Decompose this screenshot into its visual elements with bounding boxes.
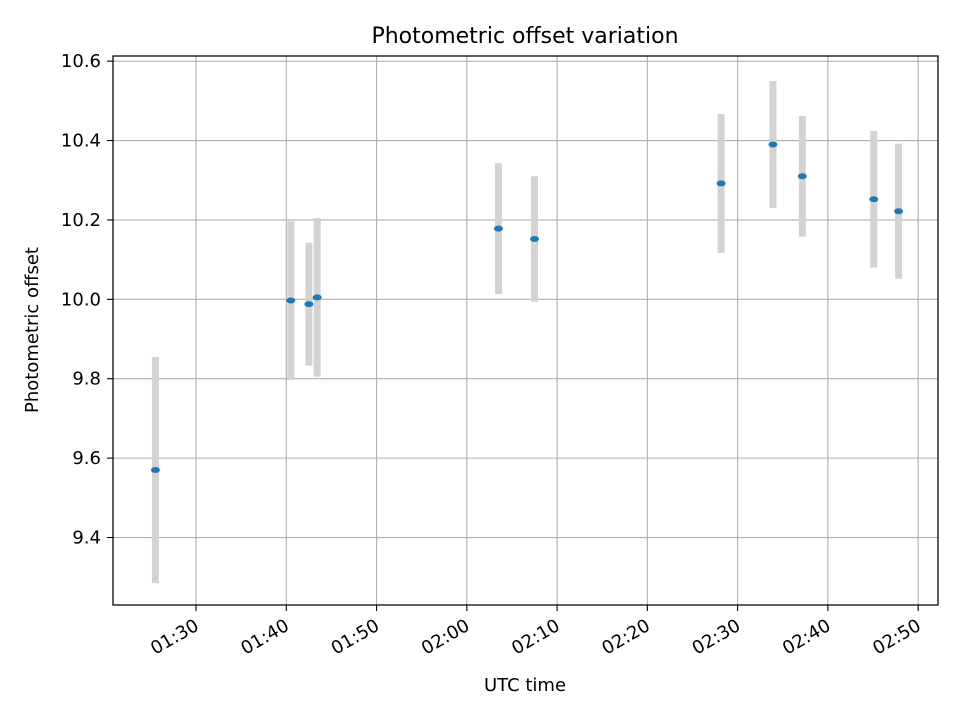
data-point — [894, 208, 904, 215]
y-tick-label: 9.8 — [72, 369, 101, 390]
x-axis-title: UTC time — [484, 675, 566, 696]
axis-ticks — [107, 60, 919, 611]
data-point — [286, 297, 296, 304]
y-tick-label: 10.2 — [61, 210, 101, 231]
y-tick-label: 10.4 — [61, 131, 101, 152]
data-point — [493, 225, 503, 232]
data-point — [716, 180, 726, 187]
y-tick-label: 9.4 — [72, 528, 101, 549]
y-tick-label: 9.6 — [72, 448, 101, 469]
data-point — [530, 236, 540, 242]
data-point — [150, 467, 160, 474]
y-tick-labels: 9.4 9.6 9.8 10.0 10.2 10.4 10.6 — [61, 51, 101, 548]
data-point — [312, 294, 322, 301]
y-axis-title: Photometric offset — [22, 247, 43, 413]
data-point — [797, 173, 807, 180]
y-tick-label: 10.6 — [61, 51, 101, 72]
data-markers — [150, 141, 904, 474]
chart-title: Photometric offset variation — [371, 24, 678, 49]
y-tick-label: 10.0 — [61, 289, 101, 310]
data-point — [768, 141, 778, 148]
plot-frame — [112, 55, 939, 606]
data-point — [869, 196, 879, 203]
data-point — [304, 301, 314, 308]
